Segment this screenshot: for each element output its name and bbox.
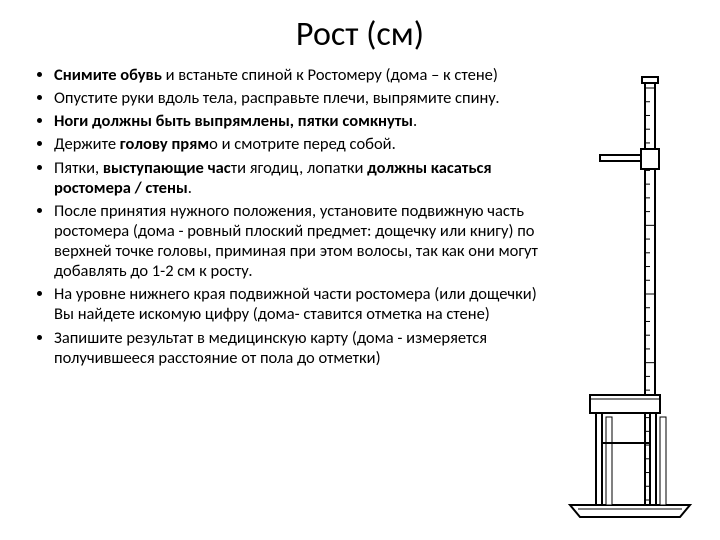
list-item: Пятки, выступающие части ягодиц, лопатки… <box>54 158 542 198</box>
bullet-container: Снимите обувь и встаньте спиной к Ростом… <box>36 65 550 535</box>
text-run: голову прям <box>120 134 209 154</box>
list-item: Держите голову прямо и смотрите перед со… <box>54 134 542 154</box>
stadiometer-icon <box>550 65 700 535</box>
text-run: выступающие час <box>103 158 231 178</box>
text-run: Пятки, <box>54 158 103 178</box>
text-run: Ноги должны быть выпрямлены, пятки сомкн… <box>54 111 413 131</box>
list-item: Запишите результат в медицинскую карту (… <box>54 328 542 368</box>
text-run: Держите <box>54 134 120 154</box>
text-run: . <box>413 111 417 131</box>
list-item: Опустите руки вдоль тела, расправьте пле… <box>54 88 542 108</box>
text-run: Снимите обувь <box>54 65 162 85</box>
stadiometer-illustration <box>550 65 700 535</box>
list-item: На уровне нижнего края подвижной части р… <box>54 284 542 324</box>
list-item: После принятия нужного положения, устано… <box>54 201 542 282</box>
text-run: На уровне нижнего края подвижной части р… <box>54 284 537 324</box>
list-item: Снимите обувь и встаньте спиной к Ростом… <box>54 65 542 85</box>
content-row: Снимите обувь и встаньте спиной к Ростом… <box>0 65 720 535</box>
text-run: ти ягодиц, лопатки <box>231 158 367 178</box>
text-run: Опустите руки вдоль тела, расправьте пле… <box>54 88 500 108</box>
page-title: Рост (см) <box>0 14 720 55</box>
bullet-list: Снимите обувь и встаньте спиной к Ростом… <box>36 65 542 368</box>
text-run: Запишите результат в медицинскую карту (… <box>54 328 487 368</box>
slide: Рост (см) Снимите обувь и встаньте спино… <box>0 14 720 540</box>
list-item: Ноги должны быть выпрямлены, пятки сомкн… <box>54 111 542 131</box>
text-run: После принятия нужного положения, устано… <box>54 201 538 281</box>
text-run: и встаньте спиной к Ростомеру (дома – к … <box>162 65 498 85</box>
text-run: о и смотрите перед собой. <box>209 134 396 154</box>
text-run: . <box>188 178 192 198</box>
